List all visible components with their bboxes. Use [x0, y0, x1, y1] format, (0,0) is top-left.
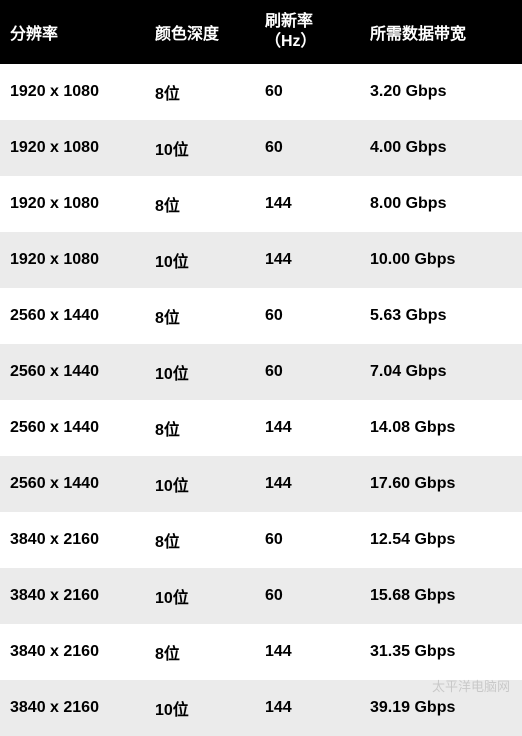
- cell-color-depth: 8位: [145, 624, 255, 680]
- col-resolution: 分辨率: [0, 0, 145, 64]
- table-row: 2560 x 144010位607.04 Gbps: [0, 344, 522, 400]
- table-row: 3840 x 21608位14431.35 Gbps: [0, 624, 522, 680]
- cell-color-depth: 10位: [145, 456, 255, 512]
- cell-resolution: 1920 x 1080: [0, 64, 145, 120]
- cell-color-depth: 10位: [145, 344, 255, 400]
- col-bandwidth: 所需数据带宽: [360, 0, 522, 64]
- table-row: 1920 x 108010位14410.00 Gbps: [0, 232, 522, 288]
- table-body: 1920 x 10808位603.20 Gbps 1920 x 108010位6…: [0, 64, 522, 736]
- cell-color-depth: 10位: [145, 680, 255, 736]
- cell-refresh-rate: 144: [255, 456, 360, 512]
- table-row: 3840 x 216010位14439.19 Gbps: [0, 680, 522, 736]
- cell-color-depth: 8位: [145, 288, 255, 344]
- cell-bandwidth: 4.00 Gbps: [360, 120, 522, 176]
- cell-bandwidth: 15.68 Gbps: [360, 568, 522, 624]
- cell-resolution: 3840 x 2160: [0, 624, 145, 680]
- cell-resolution: 2560 x 1440: [0, 456, 145, 512]
- cell-refresh-rate: 144: [255, 680, 360, 736]
- cell-color-depth: 8位: [145, 400, 255, 456]
- cell-refresh-rate: 144: [255, 624, 360, 680]
- cell-bandwidth: 39.19 Gbps: [360, 680, 522, 736]
- cell-color-depth: 10位: [145, 232, 255, 288]
- cell-refresh-rate: 60: [255, 344, 360, 400]
- cell-bandwidth: 12.54 Gbps: [360, 512, 522, 568]
- table-row: 1920 x 10808位603.20 Gbps: [0, 64, 522, 120]
- cell-resolution: 2560 x 1440: [0, 400, 145, 456]
- cell-refresh-rate: 60: [255, 288, 360, 344]
- cell-bandwidth: 10.00 Gbps: [360, 232, 522, 288]
- cell-bandwidth: 7.04 Gbps: [360, 344, 522, 400]
- cell-bandwidth: 3.20 Gbps: [360, 64, 522, 120]
- cell-refresh-rate: 144: [255, 232, 360, 288]
- cell-color-depth: 8位: [145, 512, 255, 568]
- bandwidth-table-container: 分辨率 颜色深度 刷新率（Hz） 所需数据带宽 1920 x 10808位603…: [0, 0, 522, 736]
- cell-resolution: 1920 x 1080: [0, 232, 145, 288]
- cell-resolution: 1920 x 1080: [0, 120, 145, 176]
- cell-refresh-rate: 60: [255, 120, 360, 176]
- table-row: 3840 x 216010位6015.68 Gbps: [0, 568, 522, 624]
- cell-resolution: 2560 x 1440: [0, 288, 145, 344]
- cell-refresh-rate: 60: [255, 512, 360, 568]
- cell-color-depth: 10位: [145, 568, 255, 624]
- cell-refresh-rate: 144: [255, 400, 360, 456]
- table-row: 3840 x 21608位6012.54 Gbps: [0, 512, 522, 568]
- cell-resolution: 3840 x 2160: [0, 680, 145, 736]
- table-row: 1920 x 108010位604.00 Gbps: [0, 120, 522, 176]
- col-refresh-rate: 刷新率（Hz）: [255, 0, 360, 64]
- table-row: 2560 x 14408位14414.08 Gbps: [0, 400, 522, 456]
- table-row: 2560 x 14408位605.63 Gbps: [0, 288, 522, 344]
- cell-refresh-rate: 60: [255, 64, 360, 120]
- cell-refresh-rate: 60: [255, 568, 360, 624]
- cell-bandwidth: 31.35 Gbps: [360, 624, 522, 680]
- cell-color-depth: 8位: [145, 176, 255, 232]
- cell-color-depth: 8位: [145, 64, 255, 120]
- bandwidth-table: 分辨率 颜色深度 刷新率（Hz） 所需数据带宽 1920 x 10808位603…: [0, 0, 522, 736]
- cell-bandwidth: 5.63 Gbps: [360, 288, 522, 344]
- cell-resolution: 3840 x 2160: [0, 568, 145, 624]
- col-color-depth: 颜色深度: [145, 0, 255, 64]
- table-row: 2560 x 144010位14417.60 Gbps: [0, 456, 522, 512]
- cell-resolution: 3840 x 2160: [0, 512, 145, 568]
- table-row: 1920 x 10808位1448.00 Gbps: [0, 176, 522, 232]
- cell-refresh-rate: 144: [255, 176, 360, 232]
- cell-bandwidth: 8.00 Gbps: [360, 176, 522, 232]
- cell-bandwidth: 14.08 Gbps: [360, 400, 522, 456]
- table-header: 分辨率 颜色深度 刷新率（Hz） 所需数据带宽: [0, 0, 522, 64]
- cell-bandwidth: 17.60 Gbps: [360, 456, 522, 512]
- table-header-row: 分辨率 颜色深度 刷新率（Hz） 所需数据带宽: [0, 0, 522, 64]
- cell-color-depth: 10位: [145, 120, 255, 176]
- cell-resolution: 1920 x 1080: [0, 176, 145, 232]
- cell-resolution: 2560 x 1440: [0, 344, 145, 400]
